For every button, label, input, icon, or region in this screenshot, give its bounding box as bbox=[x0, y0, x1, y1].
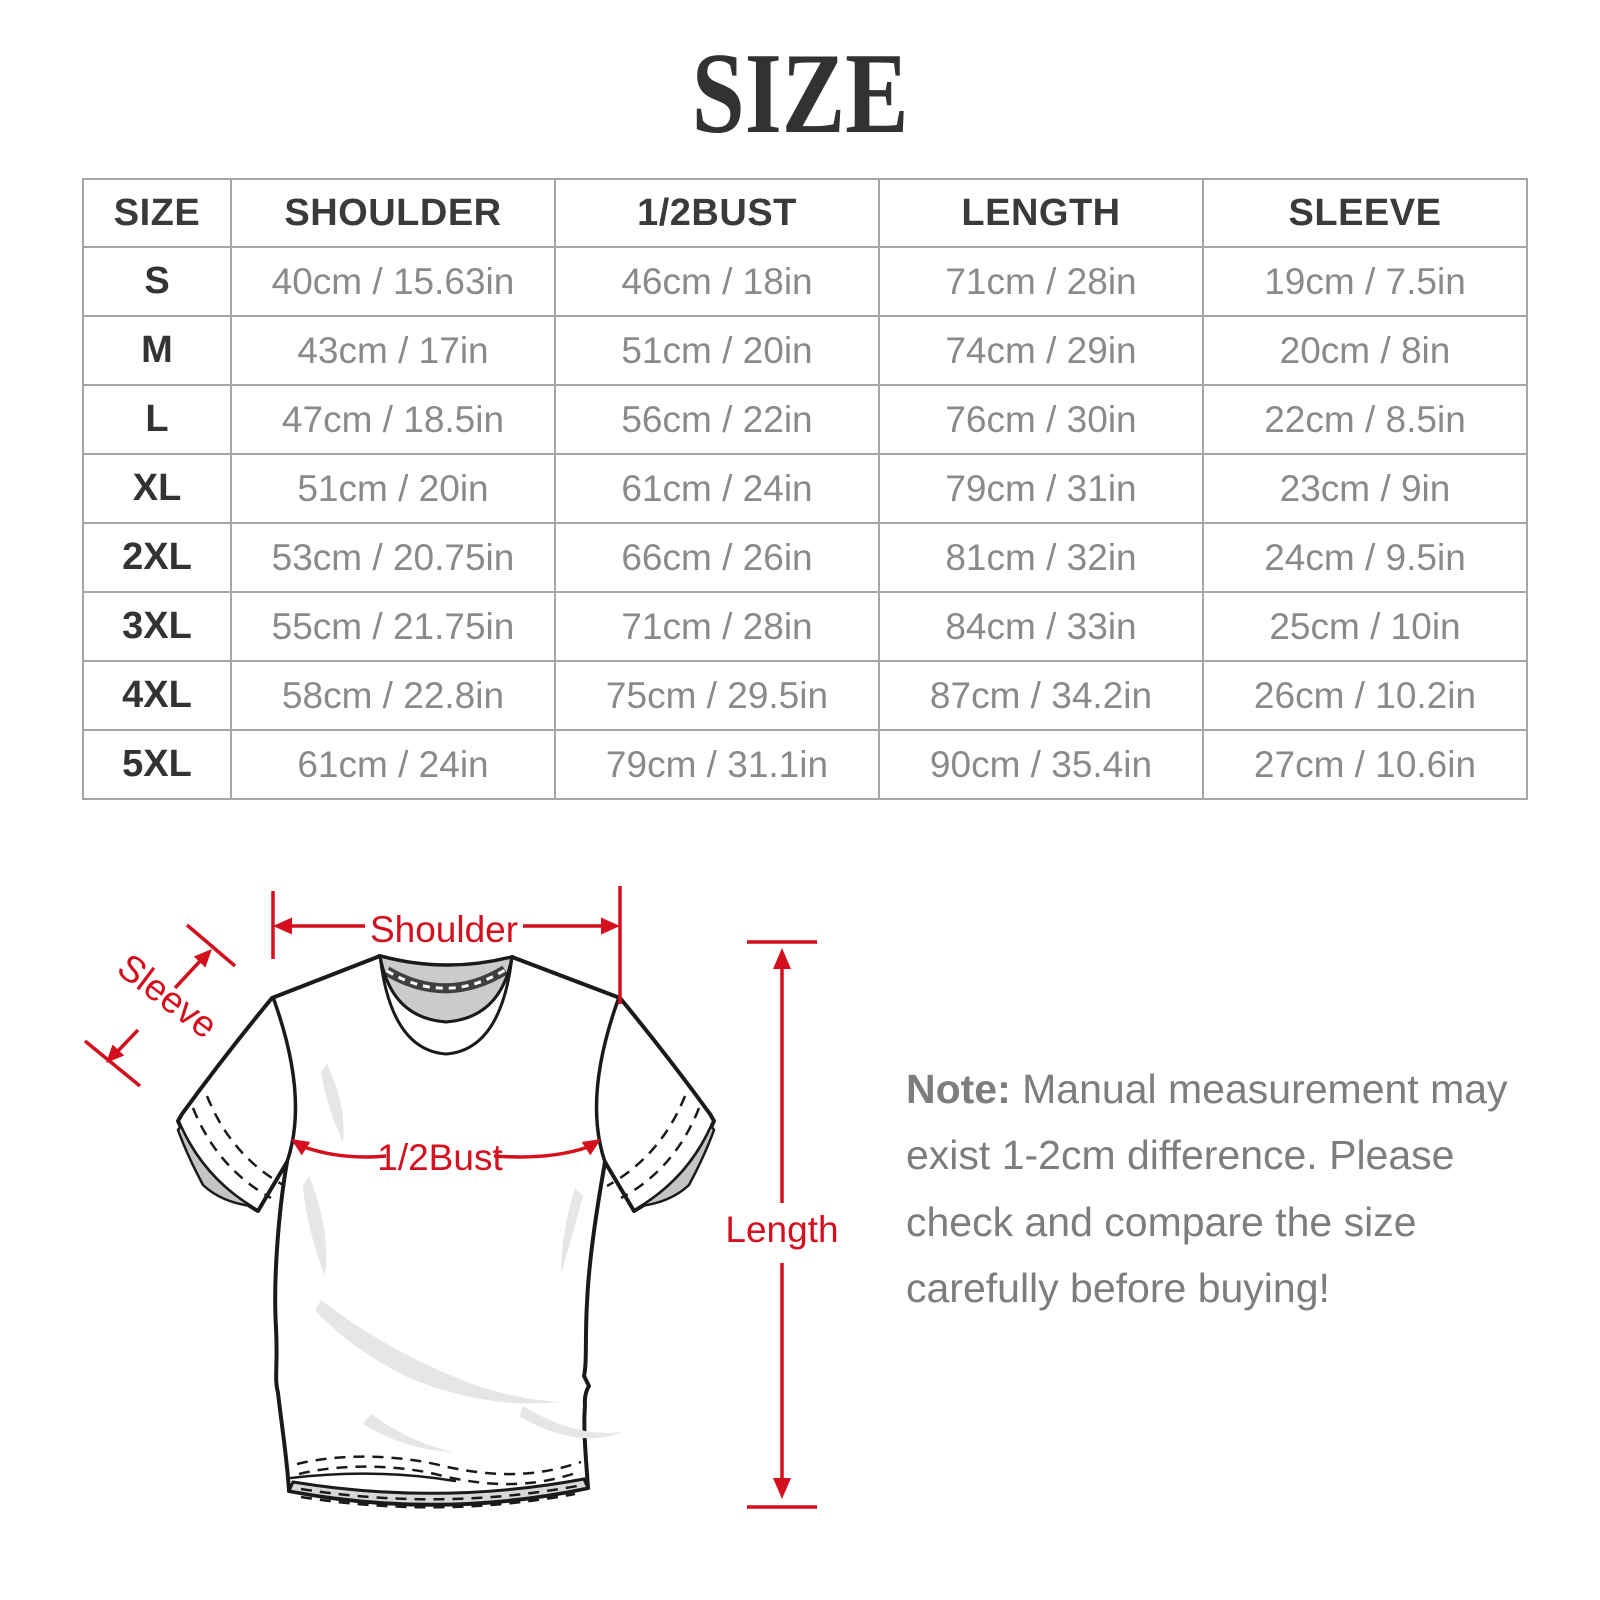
measurement-cell: 20cm / 8in bbox=[1202, 315, 1528, 386]
table-row: 5XL 61cm / 24in 79cm / 31.1in 90cm / 35.4in… bbox=[82, 729, 1528, 800]
measurement-cell: 47cm / 18.5in bbox=[230, 384, 556, 455]
measurement-cell: 61cm / 24in bbox=[554, 453, 880, 524]
measurement-cell: 87cm / 34.2in bbox=[878, 660, 1204, 731]
size-cell: 5XL bbox=[82, 729, 232, 800]
table-row: 4XL 58cm / 22.8in 75cm / 29.5in 87cm / 34.2… bbox=[82, 660, 1528, 731]
measurement-cell: 75cm / 29.5in bbox=[554, 660, 880, 731]
size-cell: M bbox=[82, 315, 232, 386]
fabric-wrinkles bbox=[303, 1064, 623, 1452]
note-text: Note: Manual measurement may exist 1-2cm… bbox=[906, 1056, 1510, 1322]
measurement-cell: 81cm / 32in bbox=[878, 522, 1204, 593]
page-title-text: SIZE bbox=[691, 30, 909, 158]
measurement-cell: 25cm / 10in bbox=[1202, 591, 1528, 662]
measurement-cell: 79cm / 31in bbox=[878, 453, 1204, 524]
measurement-cell: 24cm / 9.5in bbox=[1202, 522, 1528, 593]
note-prefix: Note: bbox=[906, 1066, 1011, 1112]
left-sleeve-hem bbox=[176, 1123, 252, 1208]
bottom-hem-band bbox=[286, 1477, 591, 1506]
measurement-cell: 27cm / 10.6in bbox=[1202, 729, 1528, 800]
tshirt-illustration bbox=[176, 953, 716, 1509]
shoulder-measure: Shoulder bbox=[271, 886, 622, 1004]
size-cell: 3XL bbox=[82, 591, 232, 662]
page-title: SIZE bbox=[0, 36, 1600, 152]
measurement-cell: 90cm / 35.4in bbox=[878, 729, 1204, 800]
size-cell: XL bbox=[82, 453, 232, 524]
right-sleeve-seam bbox=[594, 998, 620, 1164]
measurement-cell: 43cm / 17in bbox=[230, 315, 556, 386]
measurement-cell: 66cm / 26in bbox=[554, 522, 880, 593]
measurement-cell: 79cm / 31.1in bbox=[554, 729, 880, 800]
shoulder-measure-label: Shoulder bbox=[370, 909, 518, 950]
column-header: 1/2BUST bbox=[554, 178, 880, 248]
bust-measure-label: 1/2Bust bbox=[377, 1137, 503, 1178]
header-row: SIZE SHOULDER 1/2BUST LENGTH SLEEVE bbox=[82, 178, 1528, 248]
measurement-cell: 74cm / 29in bbox=[878, 315, 1204, 386]
length-measure: Length bbox=[725, 940, 839, 1509]
table-row: S 40cm / 15.63in 46cm / 18in 71cm / 28in 19c… bbox=[82, 246, 1528, 317]
length-measure-label: Length bbox=[725, 1209, 838, 1250]
note-body: Manual measurement may exist 1-2cm diffe… bbox=[906, 1066, 1508, 1312]
measurement-cell: 23cm / 9in bbox=[1202, 453, 1528, 524]
sleeve-measure: Sleeve bbox=[83, 923, 237, 1088]
measurement-cell: 71cm / 28in bbox=[554, 591, 880, 662]
column-header: SIZE bbox=[82, 178, 232, 248]
measurement-cell: 51cm / 20in bbox=[230, 453, 556, 524]
collar bbox=[378, 953, 514, 1056]
measurement-cell: 22cm / 8.5in bbox=[1202, 384, 1528, 455]
bust-measure: 1/2Bust bbox=[291, 1137, 601, 1178]
measurement-cell: 84cm / 33in bbox=[878, 591, 1204, 662]
measurement-cell: 40cm / 15.63in bbox=[230, 246, 556, 317]
measurement-cell: 19cm / 7.5in bbox=[1202, 246, 1528, 317]
column-header: SHOULDER bbox=[230, 178, 556, 248]
measurement-cell: 53cm / 20.75in bbox=[230, 522, 556, 593]
size-table-header: SIZE SHOULDER 1/2BUST LENGTH SLEEVE bbox=[82, 178, 1528, 248]
measurement-cell: 71cm / 28in bbox=[878, 246, 1204, 317]
table-row: 2XL 53cm / 20.75in 66cm / 26in 81cm / 32in 2… bbox=[82, 522, 1528, 593]
left-sleeve-seam bbox=[272, 998, 298, 1164]
table-row: M 43cm / 17in 51cm / 20in 74cm / 29in 20cm /… bbox=[82, 315, 1528, 386]
column-header: LENGTH bbox=[878, 178, 1204, 248]
table-row: XL 51cm / 20in 61cm / 24in 79cm / 31in 23cm … bbox=[82, 453, 1528, 524]
shirt-outline bbox=[176, 954, 716, 1507]
size-cell: 2XL bbox=[82, 522, 232, 593]
size-cell: S bbox=[82, 246, 232, 317]
measurement-cell: 46cm / 18in bbox=[554, 246, 880, 317]
measurement-cell: 26cm / 10.2in bbox=[1202, 660, 1528, 731]
measurement-cell: 56cm / 22in bbox=[554, 384, 880, 455]
table-row: L 47cm / 18.5in 56cm / 22in 76cm / 30in 22cm… bbox=[82, 384, 1528, 455]
size-table: SIZE SHOULDER 1/2BUST LENGTH SLEEVE S 40cm / … bbox=[82, 178, 1528, 800]
size-cell: L bbox=[82, 384, 232, 455]
table-row: 3XL 55cm / 21.75in 71cm / 28in 84cm / 33in 2… bbox=[82, 591, 1528, 662]
size-table-body: S 40cm / 15.63in 46cm / 18in 71cm / 28in 19c… bbox=[82, 246, 1528, 800]
column-header: SLEEVE bbox=[1202, 178, 1528, 248]
measurement-cell: 58cm / 22.8in bbox=[230, 660, 556, 731]
tshirt-measurement-diagram: Shoulder Sleeve 1/2Bust Length bbox=[83, 886, 839, 1509]
size-cell: 4XL bbox=[82, 660, 232, 731]
right-sleeve-hem bbox=[640, 1123, 716, 1208]
measurement-cell: 55cm / 21.75in bbox=[230, 591, 556, 662]
measurement-cell: 51cm / 20in bbox=[554, 315, 880, 386]
measurement-cell: 61cm / 24in bbox=[230, 729, 556, 800]
measurement-cell: 76cm / 30in bbox=[878, 384, 1204, 455]
